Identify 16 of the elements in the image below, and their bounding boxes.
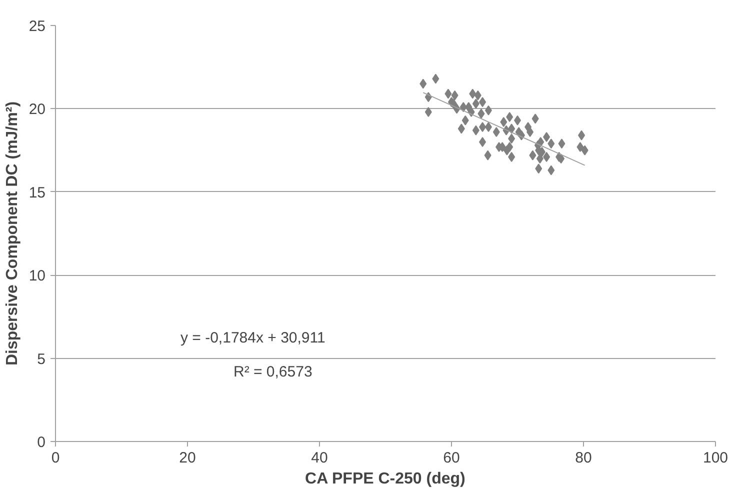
y-tick-label: 0 (37, 434, 46, 451)
y-tick-label: 5 (37, 350, 46, 368)
y-tick-label: 15 (28, 184, 46, 202)
y-tick-label: 20 (28, 101, 46, 118)
y-tick-label: 25 (28, 18, 46, 35)
annotation: y = -0,1784x + 30,911 (180, 330, 326, 346)
x-tick-label: 100 (702, 450, 728, 466)
x-tick-label: 80 (575, 450, 592, 466)
x-tick-label: 0 (51, 450, 60, 466)
annotation: R² = 0,6573 (234, 364, 312, 380)
x-tick-label: 20 (179, 450, 196, 466)
x-axis-title: CA PFPE C-250 (deg) (305, 470, 466, 488)
x-tick-label: 40 (311, 450, 328, 466)
y-axis-title: Dispersive Component DC (mJ/m²) (4, 101, 21, 366)
y-tick-label: 10 (28, 268, 46, 285)
x-tick-label: 60 (443, 450, 460, 466)
